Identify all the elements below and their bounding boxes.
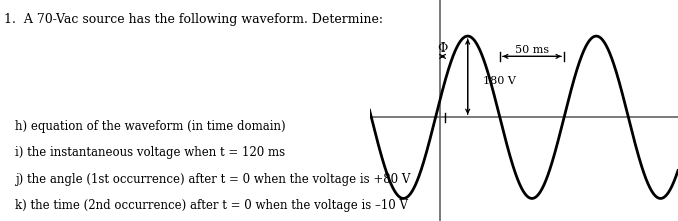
Text: 50 ms: 50 ms (515, 45, 549, 55)
Text: Φ: Φ (437, 42, 447, 55)
Text: 1.  A 70-Vac source has the following waveform. Determine:: 1. A 70-Vac source has the following wav… (3, 13, 382, 26)
Text: j) the angle (1st occurrence) after t = 0 when the voltage is +80 V: j) the angle (1st occurrence) after t = … (15, 173, 410, 186)
Text: k) the time (2nd occurrence) after t = 0 when the voltage is –10 V: k) the time (2nd occurrence) after t = 0… (15, 199, 407, 212)
Text: i) the instantaneous voltage when t = 120 ms: i) the instantaneous voltage when t = 12… (15, 146, 285, 159)
Text: h) equation of the waveform (in time domain): h) equation of the waveform (in time dom… (15, 120, 285, 133)
Text: 180 V: 180 V (483, 76, 516, 86)
